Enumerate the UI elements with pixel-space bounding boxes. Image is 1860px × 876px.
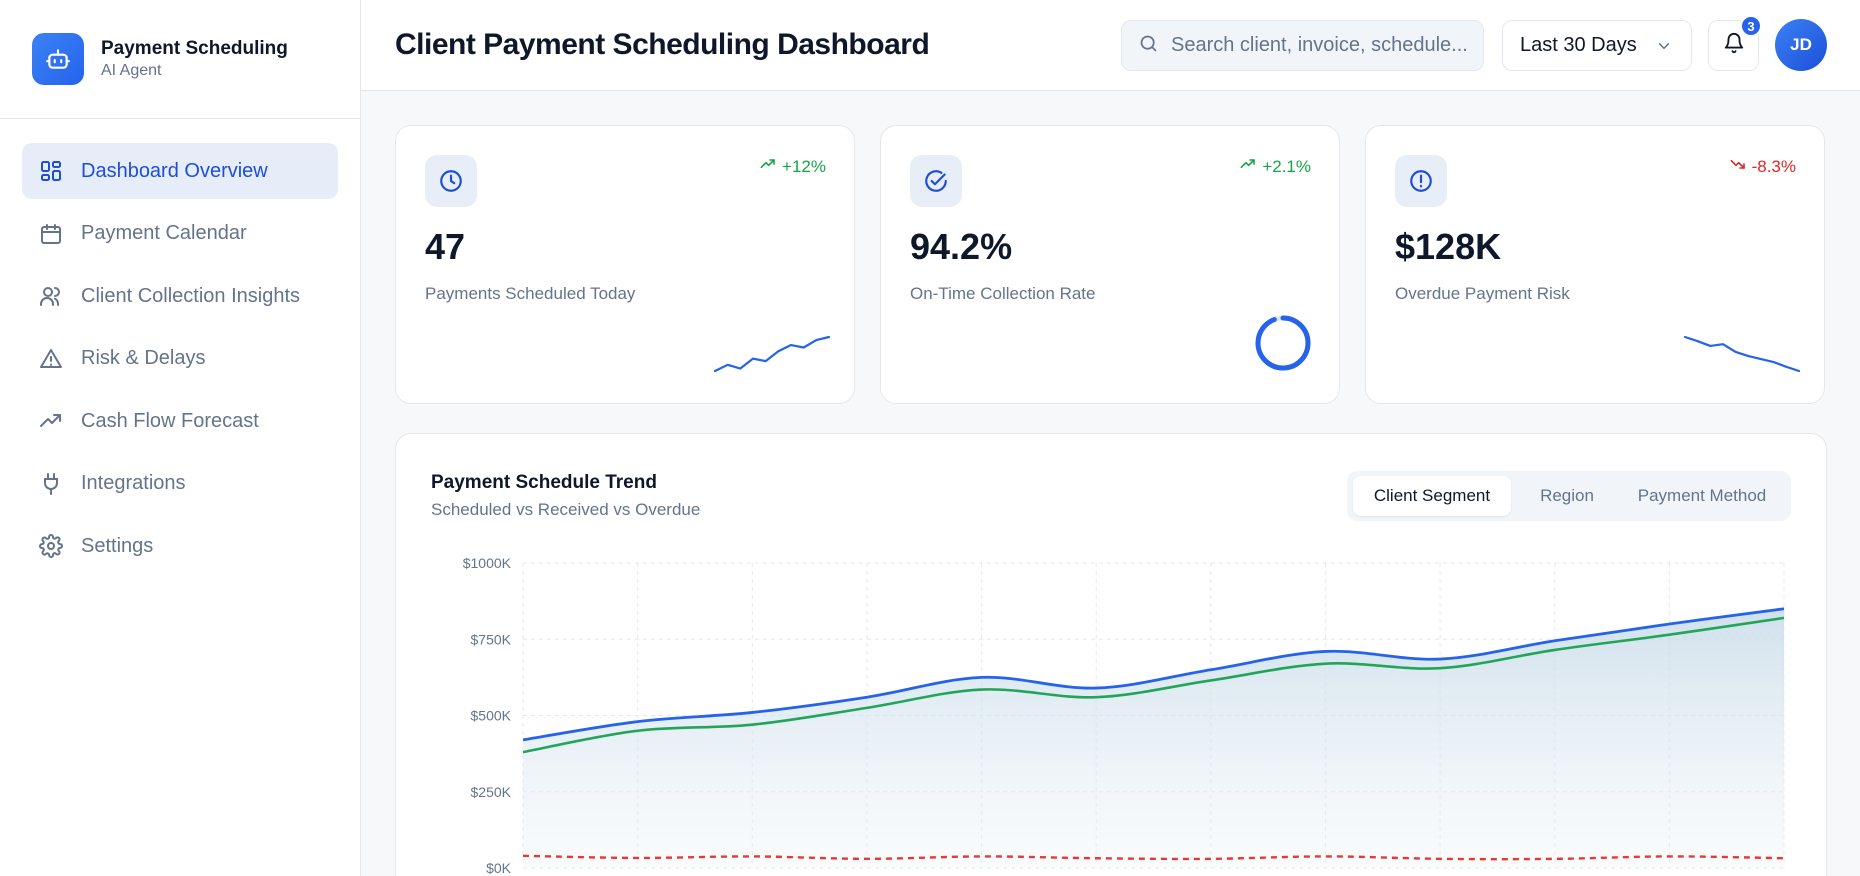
tab-payment-method[interactable]: Payment Method [1637,486,1767,505]
sidebar-item-label: Risk & Delays [81,347,206,369]
scheduled-series-line [522,607,1785,742]
warning-icon [38,346,64,372]
y-tick-label: $250K [471,784,512,800]
sidebar-item-dashboard-overview[interactable]: Dashboard Overview [22,143,338,199]
kpi-label: Overdue Payment Risk [1395,284,1570,303]
bell-icon [1723,32,1745,59]
tab-client-segment[interactable]: Client Segment [1353,476,1511,516]
plug-icon [38,471,64,497]
check-circle-icon [910,155,962,207]
chart-subtitle: Scheduled vs Received vs Overdue [431,500,701,519]
y-tick-label: $500K [471,708,512,724]
brand: Payment Scheduling AI Agent [0,0,360,119]
sidebar-item-risk-delays[interactable]: Risk & Delays [22,331,338,387]
kpi-delta: +2.1% [1240,156,1311,177]
alert-circle-icon [1395,155,1447,207]
y-tick-label: $0K [486,860,512,876]
chart-title: Payment Schedule Trend [431,472,657,493]
trend-down-icon [1730,156,1746,177]
kpi-label: Payments Scheduled Today [425,284,636,303]
sidebar-item-label: Payment Calendar [81,222,247,244]
kpi-card-overdue-risk: -8.3% $128K Overdue Payment Risk [1365,125,1825,404]
sidebar-item-label: Client Collection Insights [81,284,300,307]
sidebar-item-label: Dashboard Overview [81,159,268,182]
kpi-value: $128K [1395,226,1502,267]
kpi-sparkline [713,335,831,373]
tab-region[interactable]: Region [1540,486,1594,505]
trending-up-icon [38,408,64,434]
received-series-line [522,616,1785,754]
clock-icon [425,155,477,207]
robot-icon [32,33,84,85]
ring-progress [1255,315,1311,371]
sidebar-item-label: Cash Flow Forecast [81,409,259,432]
segment-control: Client Segment Region Payment Method [1347,471,1791,521]
sidebar-item-label: Integrations [81,472,186,494]
y-tick-label: $750K [471,631,512,647]
sparkline-path [713,335,831,373]
date-range-select[interactable]: Last 30 Days [1502,20,1692,71]
kpi-label: On-Time Collection Rate [910,284,1096,303]
sparkline-path [1683,335,1801,373]
y-tick-label: $1000K [463,555,512,571]
search-box[interactable] [1121,20,1484,71]
notifications-button[interactable] [1708,20,1759,71]
scheduled-area [523,608,1784,868]
date-range-value: Last 30 Days [1520,34,1637,56]
payment-trend-card: $0K $250K $500K $750K $1000K Payment Schedul… [395,433,1827,876]
page-title: Client Payment Scheduling Dashboard [395,28,930,61]
kpi-delta-value: -8.3% [1751,156,1796,176]
sidebar: Payment Scheduling AI Agent Dashboard Ov… [0,0,361,876]
kpi-value: 47 [425,226,466,267]
trend-up-icon [760,156,776,177]
chevron-down-icon [1655,37,1673,61]
kpi-progress-ring [1255,315,1311,371]
top-header: Client Payment Scheduling Dashboard Last… [361,0,1860,91]
sidebar-item-cash-flow-forecast[interactable]: Cash Flow Forecast [22,393,338,449]
brand-subtitle: AI Agent [101,62,162,79]
sidebar-item-label: Settings [81,534,154,557]
kpi-sparkline [1683,335,1801,373]
sidebar-nav: Dashboard Overview Payment Calendar Clie… [0,119,360,574]
user-avatar[interactable]: JD [1775,19,1827,71]
brand-title: Payment Scheduling [101,38,288,59]
users-icon [38,283,64,309]
sidebar-item-client-collection-insights[interactable]: Client Collection Insights [22,268,338,324]
notification-count-badge: 3 [1740,15,1762,37]
overdue-series-line [522,854,1785,861]
kpi-card-payments-scheduled: +12% 47 Payments Scheduled Today [395,125,855,404]
trend-up-icon [1240,156,1256,177]
kpi-card-on-time-rate: +2.1% 94.2% On-Time Collection Rate [880,125,1340,404]
kpi-delta-value: +12% [782,156,826,176]
payment-trend-chart: $0K $250K $500K $750K $1000K [463,555,1785,876]
sidebar-item-payment-calendar[interactable]: Payment Calendar [22,206,338,262]
sidebar-item-integrations[interactable]: Integrations [22,456,338,512]
grid-icon [38,158,64,184]
search-input[interactable] [1171,34,1471,57]
kpi-delta: +12% [760,156,826,177]
calendar-icon [38,221,64,247]
sidebar-item-settings[interactable]: Settings [22,518,338,574]
kpi-value: 94.2% [910,226,1013,267]
kpi-delta: -8.3% [1730,156,1796,177]
search-icon [1138,33,1159,59]
gear-icon [38,533,64,559]
kpi-delta-value: +2.1% [1262,156,1311,176]
